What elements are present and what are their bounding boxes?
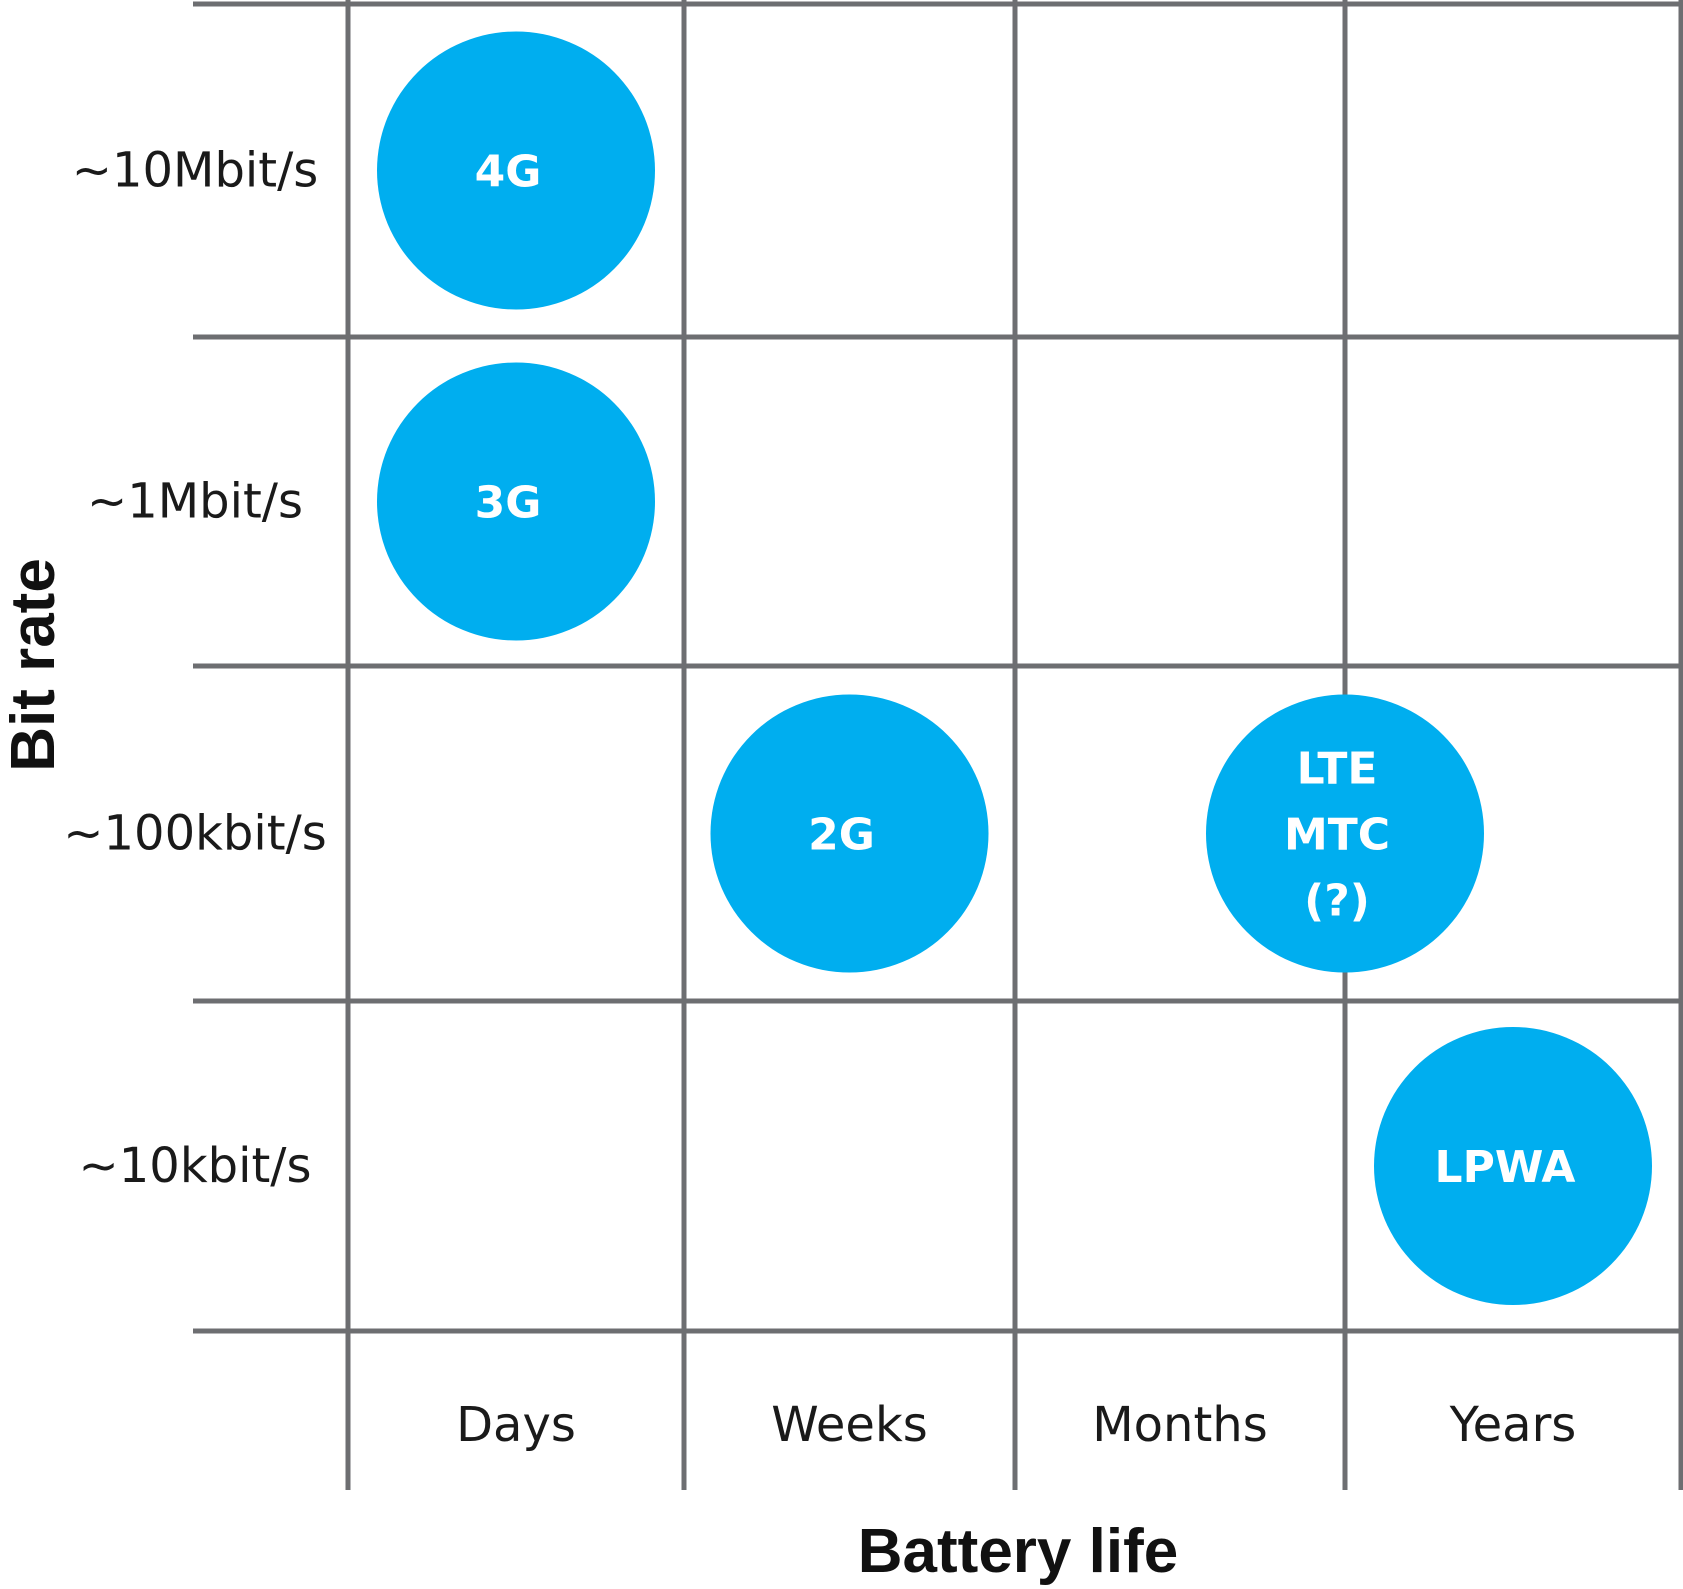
bubble-lte-mtc-circle [1206,694,1484,973]
x-tick-label: Months [1092,1397,1267,1453]
bubble-label: MTC [1284,810,1390,861]
bubble-label: 2G [808,810,875,861]
bubble-lpwa-circle [1374,1027,1652,1305]
bubble-2g-circle [710,694,989,973]
bubble-lpwa: LPWA [1374,1027,1652,1305]
x-tick-label: Days [456,1397,576,1453]
bubble-lte-mtc: LTE MTC (?) [1206,694,1484,973]
x-axis-title: Battery life [858,1517,1178,1586]
bubble-2g: 2G [710,694,989,973]
bubbles: 4G 3G 2G LTE MTC (?) LPWA [377,31,1652,1305]
x-tick-label: Years [1449,1397,1577,1453]
y-tick-label: ~100kbit/s [63,806,326,862]
bubble-label: LTE [1297,744,1378,795]
y-tick-label: ~10Mbit/s [72,143,319,199]
y-tick-label: ~1Mbit/s [87,474,303,530]
y-tick-label: ~10kbit/s [79,1138,312,1194]
bubble-label: 3G [475,478,542,529]
bubble-label: (?) [1304,876,1370,927]
bubble-4g-circle [377,31,655,310]
bubble-3g: 3G [377,362,655,641]
tick-labels: ~10Mbit/s ~1Mbit/s ~100kbit/s ~10kbit/s Days… [63,143,1576,1454]
x-tick-label: Weeks [771,1397,928,1453]
bubble-4g: 4G [377,31,655,310]
bubble-label: 4G [475,147,542,198]
bubble-label: LPWA [1435,1142,1576,1193]
bubble-3g-circle [377,362,655,641]
y-axis-title: Bit rate [0,558,68,772]
